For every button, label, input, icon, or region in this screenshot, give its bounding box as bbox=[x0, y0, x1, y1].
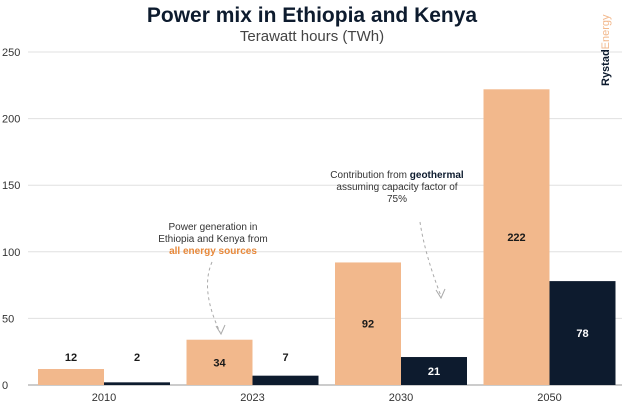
bar bbox=[483, 89, 550, 386]
annotation-geothermal-line3: 75% bbox=[386, 194, 407, 205]
y-tick-label: 250 bbox=[2, 47, 20, 59]
annotation-geothermal-highlight: geothermal bbox=[409, 170, 464, 181]
bar bbox=[401, 357, 467, 385]
brand-part2: Energy bbox=[600, 14, 612, 50]
bar bbox=[186, 339, 253, 385]
data-label: 12 bbox=[65, 352, 77, 364]
bar bbox=[252, 375, 319, 385]
data-label: 2 bbox=[134, 352, 140, 364]
bar bbox=[104, 382, 170, 385]
chart-title: Power mix in Ethiopia and Kenya bbox=[146, 4, 478, 27]
x-tick-label: 2030 bbox=[389, 392, 413, 404]
data-label: 92 bbox=[362, 319, 374, 331]
data-label: 78 bbox=[576, 328, 588, 340]
bar bbox=[549, 281, 616, 385]
y-tick-label: 200 bbox=[2, 114, 20, 126]
x-tick-label: 2023 bbox=[240, 392, 264, 404]
y-tick-label: 0 bbox=[2, 380, 8, 392]
annotation-geothermal: Contribution from geothermal assuming ca… bbox=[312, 170, 482, 206]
x-tick-label: 2010 bbox=[92, 392, 116, 404]
bar bbox=[38, 369, 104, 385]
annotation-geothermal-prefix: Contribution from bbox=[330, 170, 407, 181]
data-label: 21 bbox=[428, 366, 440, 378]
annotation-all-sources-line2: Ethiopia and Kenya from bbox=[158, 234, 268, 245]
annotation-all-sources-highlight: all energy sources bbox=[169, 246, 257, 257]
annotation-geothermal-line1: Contribution from geothermal bbox=[312, 170, 482, 182]
annotation-arrowhead-geothermal bbox=[435, 288, 446, 300]
data-label: 34 bbox=[213, 357, 226, 369]
brand-part1: Rystad bbox=[600, 49, 612, 86]
chart-subtitle: Terawatt hours (TWh) bbox=[239, 28, 385, 45]
annotation-arrowhead-all-sources bbox=[215, 324, 226, 336]
annotation-arrow-all-sources bbox=[207, 261, 221, 333]
y-tick-label: 50 bbox=[2, 313, 14, 325]
y-tick-label: 100 bbox=[2, 247, 20, 259]
annotation-geothermal-line2: assuming capacity factor of bbox=[336, 182, 458, 193]
annotation-arrow-geothermal bbox=[419, 221, 442, 297]
x-tick-label: 2050 bbox=[537, 392, 561, 404]
data-label: 222 bbox=[507, 232, 525, 244]
brand-logo: RystadEnergy bbox=[600, 14, 612, 86]
y-tick-label: 150 bbox=[2, 180, 20, 192]
annotation-all-sources-line1: Power generation in bbox=[168, 222, 258, 233]
data-label: 7 bbox=[282, 352, 288, 364]
bar bbox=[335, 262, 401, 385]
annotation-all-sources: Power generation in Ethiopia and Kenya f… bbox=[138, 222, 288, 258]
